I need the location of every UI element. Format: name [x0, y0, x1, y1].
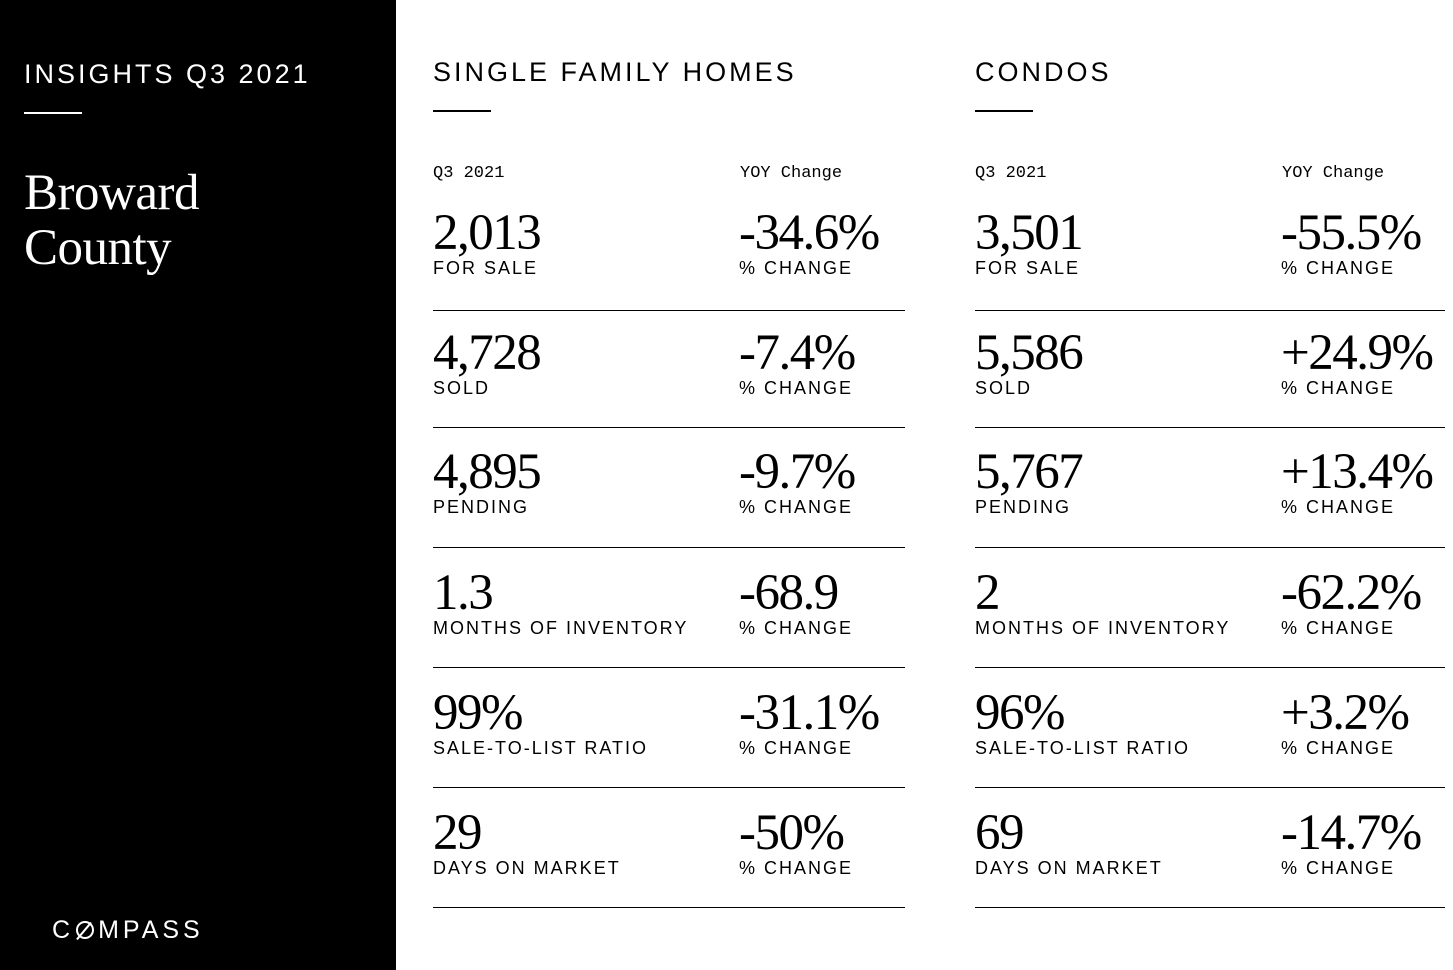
row-divider [433, 310, 905, 311]
metric-row: 4,728 SOLD -7.4%% CHANGE [433, 325, 905, 445]
county-title-line-1: Broward [24, 165, 199, 221]
metric-label: PENDING [975, 497, 1072, 517]
metric-row: 5,767 PENDING +13.4%% CHANGE [975, 444, 1445, 564]
report-kicker: INSIGHTS Q3 2021 [24, 59, 311, 89]
compass-o-icon [76, 921, 95, 939]
row-divider [433, 427, 905, 428]
sidebar: INSIGHTS Q3 2021 Broward County C MPASS [0, 0, 396, 970]
metric-row: 99% SALE-TO-LIST RATIO -31.1%% CHANGE [433, 685, 905, 805]
metric-row: 3,501 FOR SALE -55.5%% CHANGE [975, 205, 1445, 325]
yoy-change-label: % CHANGE [739, 497, 854, 517]
yoy-change-value: -34.6% [739, 205, 880, 261]
yoy-change-label: % CHANGE [739, 858, 854, 878]
row-divider [975, 907, 1445, 908]
metric-value: 2,013 [433, 205, 542, 261]
metric-label: DAYS ON MARKET [975, 858, 1163, 878]
yoy-change-label: % CHANGE [1281, 738, 1396, 758]
metric-label: MONTHS OF INVENTORY [975, 618, 1231, 638]
metric-row: 29 DAYS ON MARKET -50%% CHANGE [433, 805, 905, 925]
metric-value: 2 [975, 565, 1001, 621]
yoy-change-label: % CHANGE [739, 378, 854, 398]
row-divider [975, 427, 1445, 428]
row-divider [975, 310, 1445, 311]
row-divider [433, 907, 905, 908]
yoy-change-label: % CHANGE [1281, 378, 1396, 398]
metric-row: 2 MONTHS OF INVENTORY -62.2%% CHANGE [975, 565, 1445, 685]
row-divider [433, 547, 905, 548]
metric-value: 4,728 [433, 325, 542, 381]
metric-row: 96% SALE-TO-LIST RATIO +3.2%% CHANGE [975, 685, 1445, 805]
metric-row: 1.3 MONTHS OF INVENTORY -68.9% CHANGE [433, 565, 905, 685]
metric-value: 96% [975, 685, 1065, 741]
metric-value: 99% [433, 685, 523, 741]
yoy-change-value: +13.4% [1281, 444, 1434, 500]
row-divider [975, 667, 1445, 668]
county-title-line-2: County [24, 220, 172, 276]
yoy-change-label: % CHANGE [1281, 858, 1396, 878]
metric-row: 4,895 PENDING -9.7%% CHANGE [433, 444, 905, 564]
logo-text-end: MPASS [98, 916, 204, 944]
logo-text-start: C [52, 916, 75, 944]
row-divider [433, 787, 905, 788]
yoy-change-value: -14.7% [1281, 805, 1422, 861]
metric-row: 2,013 FOR SALE -34.6%% CHANGE [433, 205, 905, 325]
metric-label: SOLD [433, 378, 491, 398]
metric-label: SALE-TO-LIST RATIO [975, 738, 1191, 758]
yoy-change-value: +3.2% [1281, 685, 1410, 741]
yoy-change-label: % CHANGE [739, 618, 854, 638]
yoy-change-value: +24.9% [1281, 325, 1434, 381]
yoy-change-label: % CHANGE [1281, 258, 1396, 278]
column-header-yoy-change: YOY Change [740, 164, 843, 183]
yoy-change-value: -55.5% [1281, 205, 1422, 261]
metric-label: MONTHS OF INVENTORY [433, 618, 689, 638]
column-header-period: Q3 2021 [433, 164, 505, 183]
yoy-change-value: -7.4% [739, 325, 856, 381]
metric-value: 29 [433, 805, 483, 861]
yoy-change-value: -50% [739, 805, 845, 861]
metric-value: 1.3 [433, 565, 494, 621]
yoy-change-value: -9.7% [739, 444, 856, 500]
section-title-rule [975, 110, 1033, 112]
metric-row: 69 DAYS ON MARKET -14.7%% CHANGE [975, 805, 1445, 925]
compass-logo: C MPASS [52, 914, 204, 946]
yoy-change-label: % CHANGE [1281, 497, 1396, 517]
yoy-change-label: % CHANGE [739, 738, 854, 758]
metric-row: 5,586 SOLD +24.9%% CHANGE [975, 325, 1445, 445]
metric-value: 3,501 [975, 205, 1084, 261]
metric-value: 5,767 [975, 444, 1084, 500]
metric-label: SOLD [975, 378, 1033, 398]
column-header-yoy-change: YOY Change [1282, 164, 1385, 183]
row-divider [975, 547, 1445, 548]
metric-label: FOR SALE [975, 258, 1081, 278]
metric-label: FOR SALE [433, 258, 539, 278]
yoy-change-value: -62.2% [1281, 565, 1422, 621]
row-divider [975, 787, 1445, 788]
section-title-rule [433, 110, 491, 112]
section-condos: CONDOS Q3 2021 YOY Change 3,501 FOR SALE -… [975, 0, 1445, 970]
metric-value: 5,586 [975, 325, 1084, 381]
section-title: SINGLE FAMILY HOMES [433, 57, 797, 87]
yoy-change-value: -68.9 [739, 565, 839, 621]
column-header-period: Q3 2021 [975, 164, 1047, 183]
row-divider [433, 667, 905, 668]
metric-label: DAYS ON MARKET [433, 858, 621, 878]
yoy-change-value: -31.1% [739, 685, 880, 741]
metric-value: 69 [975, 805, 1025, 861]
metric-label: SALE-TO-LIST RATIO [433, 738, 649, 758]
yoy-change-label: % CHANGE [739, 258, 854, 278]
sidebar-divider [24, 112, 82, 114]
metric-value: 4,895 [433, 444, 542, 500]
county-title: Broward County [24, 166, 364, 276]
metric-label: PENDING [433, 497, 530, 517]
yoy-change-label: % CHANGE [1281, 618, 1396, 638]
section-single-family-homes: SINGLE FAMILY HOMES Q3 2021 YOY Change 2… [433, 0, 905, 970]
section-title: CONDOS [975, 57, 1112, 87]
